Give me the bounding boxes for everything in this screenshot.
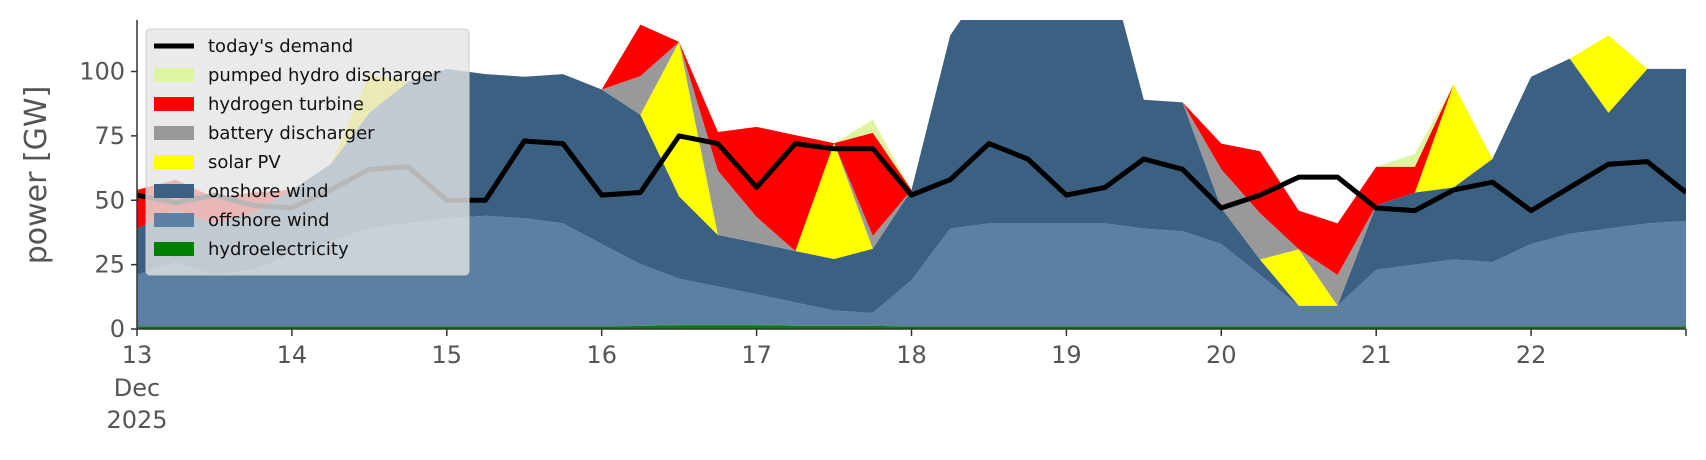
x-tick-label: 19 bbox=[1051, 341, 1082, 369]
y-tick-label: 75 bbox=[94, 122, 125, 150]
legend-swatch-offshore-wind bbox=[154, 213, 194, 227]
legend-swatch-onshore-wind bbox=[154, 184, 194, 198]
legend-label-onshore-wind: onshore wind bbox=[208, 181, 329, 202]
legend: today's demand pumped hydro discharger hyd… bbox=[145, 28, 470, 276]
legend-swatch-solar-pv bbox=[154, 155, 194, 169]
x-tick-label: 20 bbox=[1206, 341, 1237, 369]
legend-swatch-hydrogen-turbine bbox=[154, 97, 194, 111]
y-axis-label: power [GW] bbox=[19, 86, 54, 265]
legend-swatch-battery-discharger bbox=[154, 126, 194, 140]
x-tick-label: 22 bbox=[1516, 341, 1547, 369]
area-onshore-wind bbox=[137, 20, 1686, 313]
legend-label-pumped-hydro-discharger: pumped hydro discharger bbox=[208, 65, 441, 86]
legend-label-solar-pv: solar PV bbox=[208, 152, 281, 173]
legend-swatch-pumped-hydro-discharger bbox=[154, 68, 194, 82]
x-tick-label: 15 bbox=[432, 341, 463, 369]
legend-label-offshore-wind: offshore wind bbox=[208, 210, 330, 231]
y-tick-label: 50 bbox=[94, 186, 125, 214]
area-offshore-wind bbox=[137, 215, 1686, 327]
legend-frame bbox=[145, 28, 470, 276]
x-tick-label: 14 bbox=[277, 341, 308, 369]
y-tick-label: 25 bbox=[94, 251, 125, 279]
x-tick-sublabel: 2025 bbox=[106, 406, 167, 434]
legend-label-hydrogen-turbine: hydrogen turbine bbox=[208, 94, 364, 115]
area-hydroelectricity bbox=[137, 325, 1686, 329]
y-tick-label: 0 bbox=[110, 315, 125, 343]
x-tick-label: 16 bbox=[586, 341, 617, 369]
x-tick-label: 21 bbox=[1361, 341, 1392, 369]
axes: 0 25 50 75 100 13 14 15 16 17 18 19 20 21 22 Dec 2025 bbox=[79, 20, 1687, 434]
legend-swatch-hydroelectricity bbox=[154, 242, 194, 256]
x-tick-label: 17 bbox=[741, 341, 772, 369]
x-tick-sublabel: Dec bbox=[114, 374, 160, 402]
area-hydrogen-turbine bbox=[137, 20, 1686, 275]
stacked-areas bbox=[137, 20, 1686, 329]
y-tick-label: 100 bbox=[79, 58, 125, 86]
legend-label-today-s-demand: today's demand bbox=[208, 36, 353, 57]
legend-label-battery-discharger: battery discharger bbox=[208, 123, 375, 144]
x-tick-label: 13 bbox=[122, 341, 153, 369]
legend-label-hydroelectricity: hydroelectricity bbox=[208, 239, 349, 260]
x-tick-label: 18 bbox=[896, 341, 927, 369]
